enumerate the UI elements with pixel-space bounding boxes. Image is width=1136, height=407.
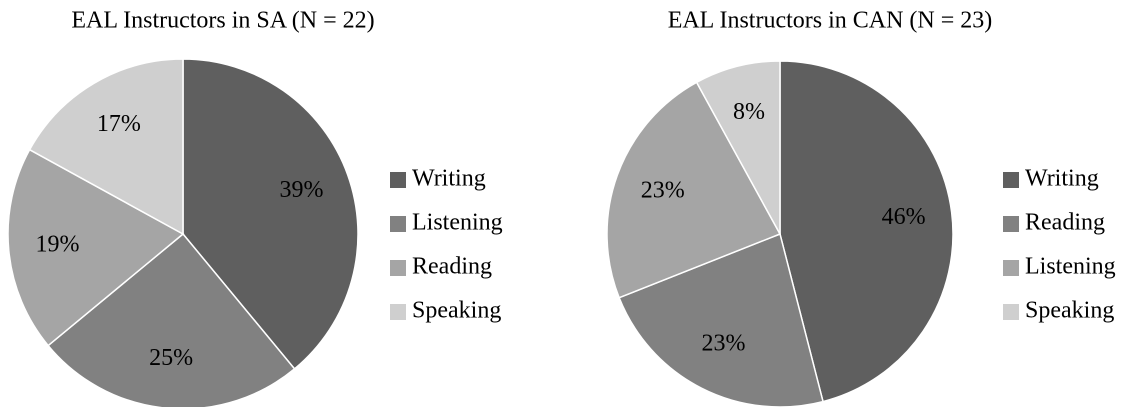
legend-label: Listening — [1025, 254, 1116, 280]
legend-swatch — [390, 260, 406, 276]
legend-swatch — [1003, 304, 1019, 320]
legend-label: Writing — [412, 166, 486, 192]
data-label: 23% — [641, 177, 685, 203]
pie-slice — [7, 148, 185, 347]
pie-slice — [28, 58, 184, 236]
legend-label: Listening — [412, 210, 503, 236]
data-label: 25% — [149, 345, 193, 371]
chart-title: EAL Instructors in SA (N = 22) — [71, 8, 374, 34]
legend-swatch — [1003, 172, 1019, 188]
legend-label: Reading — [1025, 210, 1105, 236]
pie-slice — [606, 81, 782, 299]
pie-slice — [695, 60, 781, 235]
legend-swatch — [1003, 260, 1019, 276]
legend-swatch — [390, 304, 406, 320]
pie-slice — [182, 58, 359, 370]
data-label: 46% — [882, 204, 926, 230]
legend-swatch — [1003, 216, 1019, 232]
legend-label: Speaking — [1025, 298, 1114, 324]
pie-slice — [779, 60, 954, 403]
data-label: 19% — [36, 231, 80, 257]
data-label: 39% — [280, 177, 324, 203]
pie-slice — [618, 232, 824, 407]
legend-swatch — [390, 172, 406, 188]
legend-label: Reading — [412, 254, 492, 280]
data-label: 17% — [97, 111, 141, 137]
legend-label: Writing — [1025, 166, 1099, 192]
data-label: 8% — [733, 99, 765, 125]
legend-swatch — [390, 216, 406, 232]
pie-slice — [47, 232, 296, 407]
legend-label: Speaking — [412, 298, 501, 324]
chart-title: EAL Instructors in CAN (N = 23) — [668, 8, 993, 34]
data-label: 23% — [701, 330, 745, 356]
